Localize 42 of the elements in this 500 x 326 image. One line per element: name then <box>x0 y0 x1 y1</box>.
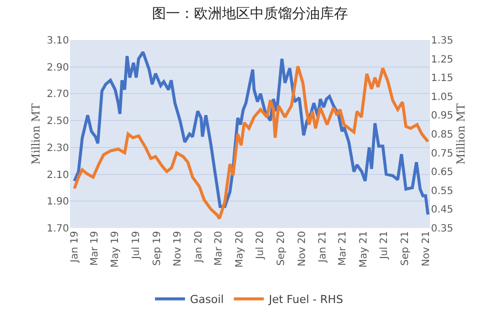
x-tick-label: Jul 20 <box>255 231 266 260</box>
y-tick-label: 2.90 <box>46 62 69 74</box>
y2-tick-label: 0.65 <box>431 167 454 178</box>
x-tick-label: May 19 <box>110 231 122 268</box>
y-tick-label: 1.70 <box>46 224 69 234</box>
x-tick-label: Mar 19 <box>89 231 100 266</box>
y2-tick-label: 0.85 <box>431 130 454 140</box>
y-tick-label: 2.30 <box>46 142 69 154</box>
y2-tick-label: 1.35 <box>431 36 454 46</box>
x-tick-label: May 21 <box>358 231 370 268</box>
y-axis-title: Million MT <box>29 102 42 165</box>
y2-tick-label: 0.45 <box>431 204 454 216</box>
y-tick-label: 2.70 <box>46 89 69 100</box>
legend-label: Jet Fuel - RHS <box>268 293 344 306</box>
x-tick-label: Jul 19 <box>130 231 142 260</box>
x-tick-label: Nov 19 <box>172 231 184 266</box>
y2-tick-label: 0.55 <box>431 186 454 197</box>
y2-tick-label: 0.35 <box>431 224 454 234</box>
chart-title: 图一：欧洲地区中质馏分油库存 <box>152 6 348 22</box>
y2-tick-label: 1.25 <box>431 54 454 66</box>
x-tick-label: Nov 21 <box>420 231 432 266</box>
y2-tick-label: 1.15 <box>431 73 454 84</box>
x-tick-label: Jan 19 <box>69 231 80 264</box>
x-tick-label: Sep 20 <box>276 231 288 266</box>
x-tick-label: Nov 20 <box>296 231 308 266</box>
y2-tick-label: 1.05 <box>431 92 454 103</box>
y-tick-label: 1.90 <box>46 196 69 208</box>
x-tick-label: Jul 21 <box>379 231 390 260</box>
x-tick-label: May 20 <box>234 231 246 268</box>
x-tick-label: Jan 20 <box>193 231 204 264</box>
x-tick-label: Mar 21 <box>338 231 349 266</box>
y-tick-label: 2.10 <box>46 170 69 181</box>
x-tick-label: Jan 21 <box>318 231 329 264</box>
x-tick-label: Sep 19 <box>152 231 163 266</box>
x-tick-label: Mar 20 <box>214 231 225 266</box>
y-tick-label: 2.50 <box>46 116 69 128</box>
x-tick-label: Sep 21 <box>400 231 412 266</box>
y2-tick-label: 0.95 <box>431 110 454 122</box>
y2-axis-title: Million MT <box>454 102 468 165</box>
y-tick-label: 3.10 <box>46 36 69 46</box>
legend-label: Gasoil <box>190 293 224 306</box>
y2-tick-label: 0.75 <box>431 148 454 160</box>
